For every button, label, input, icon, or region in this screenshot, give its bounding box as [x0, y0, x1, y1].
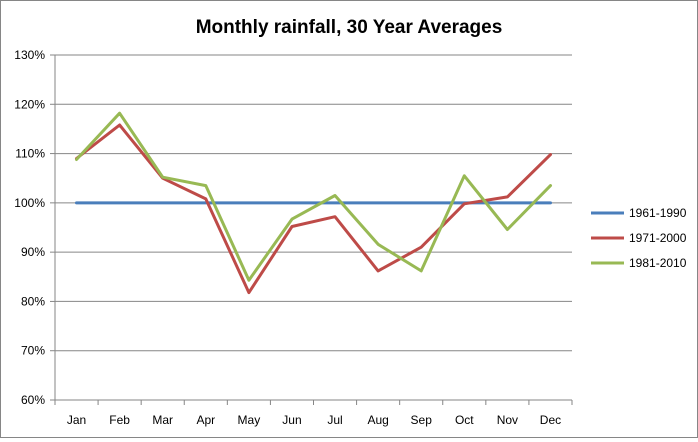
y-tick-label: 60% [21, 393, 45, 407]
series-lines [75, 111, 552, 295]
x-tick-label: Oct [455, 413, 474, 427]
x-tick-label: Apr [196, 413, 215, 427]
x-tick-label: Mar [152, 413, 173, 427]
y-tick-label: 100% [14, 196, 45, 210]
x-tick-label: Aug [367, 413, 388, 427]
x-tick-label: May [238, 413, 261, 427]
chart-title: Monthly rainfall, 30 Year Averages [196, 17, 503, 38]
legend-label: 1981-2010 [629, 256, 687, 270]
y-tick-label: 70% [21, 344, 45, 358]
series-line-1971-2000 [75, 123, 552, 295]
y-tick-label: 80% [21, 294, 45, 308]
x-tick-label: Jun [282, 413, 301, 427]
x-tick-label: Jul [327, 413, 342, 427]
x-tick-label: Dec [540, 413, 561, 427]
x-tick-label: Nov [497, 413, 518, 427]
x-tick-label: Feb [109, 413, 130, 427]
axes: 60% 70% 80% 90% 100% 110% 120% 130% Jan Feb Mar Apr… [14, 48, 573, 427]
y-tick-label: 90% [21, 245, 45, 259]
y-tick-label: 120% [14, 97, 45, 111]
x-tick-label: Sep [411, 413, 433, 427]
legend-label: 1971-2000 [629, 231, 687, 245]
x-tick-label: Jan [67, 413, 86, 427]
legend-label: 1961-1990 [629, 206, 687, 220]
y-tick-label: 110% [15, 147, 45, 161]
legend: 1961-1990 1971-2000 1981-2010 [591, 206, 687, 270]
series-line-1981-2010 [75, 111, 552, 282]
y-tick-label: 130% [14, 48, 45, 62]
